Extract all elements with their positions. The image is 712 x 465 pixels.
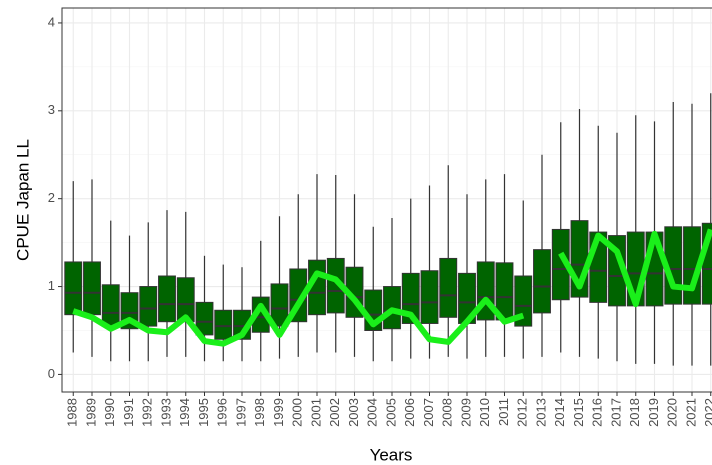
x-tick-label: 2011: [496, 398, 511, 426]
x-tick-label: 1990: [102, 398, 117, 427]
y-tick-label: 0: [48, 366, 55, 381]
panel-border: [61, 7, 712, 393]
x-tick-label: 2010: [477, 398, 492, 427]
x-tick-label: 1994: [177, 398, 192, 427]
x-tick-label: 2004: [365, 398, 380, 427]
x-tick-label: 1988: [65, 398, 80, 427]
box: [158, 275, 176, 323]
x-tick-label: 2022: [702, 398, 712, 427]
cpue-line: [72, 228, 712, 347]
y-tick-label: 1: [48, 278, 55, 293]
y-tick-label: 2: [48, 190, 55, 205]
x-tick-label: 2009: [458, 398, 473, 427]
x-tick-label: 2003: [346, 398, 361, 427]
x-tick-label: 2017: [608, 398, 623, 427]
box: [101, 284, 120, 327]
y-tick-label: 4: [48, 14, 55, 29]
x-tick-label: 1996: [215, 398, 230, 427]
x-tick-label: 1992: [140, 398, 155, 427]
x-tick-label: 1998: [252, 398, 267, 427]
x-tick-label: 2012: [515, 398, 530, 427]
x-tick-label: 2006: [402, 398, 417, 427]
box: [270, 283, 289, 327]
x-tick-label: 2000: [290, 398, 305, 427]
x-tick-label: 2001: [308, 398, 323, 427]
box: [514, 275, 533, 327]
box: [420, 270, 439, 324]
y-axis-title: CPUE Japan LL: [13, 139, 32, 261]
box: [533, 249, 551, 314]
x-tick-label: 1997: [233, 398, 248, 427]
x-tick-label: 2015: [571, 398, 586, 427]
x-tick-label: 2007: [421, 398, 436, 427]
x-tick-label: 2002: [327, 398, 342, 427]
x-axis-title: Years: [370, 445, 413, 464]
x-tick-label: 1989: [83, 398, 98, 427]
x-tick-label: 1999: [271, 398, 286, 427]
box: [139, 286, 158, 327]
x-tick-label: 2008: [440, 398, 455, 427]
x-tick-label: 2005: [383, 398, 398, 427]
x-tick-label: 2020: [665, 398, 680, 427]
box: [439, 257, 458, 318]
box: [83, 261, 101, 316]
x-tick-label: 2014: [552, 398, 567, 427]
x-tick-label: 1995: [196, 398, 211, 427]
x-tick-label: 2018: [627, 398, 642, 427]
box: [195, 301, 214, 336]
box: [64, 261, 83, 316]
x-tick-label: 2013: [533, 398, 548, 427]
x-tick-label: 2021: [683, 398, 698, 427]
x-tick-label: 1991: [121, 398, 136, 427]
y-tick-label: 3: [48, 102, 55, 117]
x-tick-label: 1993: [158, 398, 173, 427]
x-tick-label: 2019: [646, 398, 661, 427]
box: [214, 309, 233, 340]
x-tick-label: 2016: [590, 398, 605, 427]
